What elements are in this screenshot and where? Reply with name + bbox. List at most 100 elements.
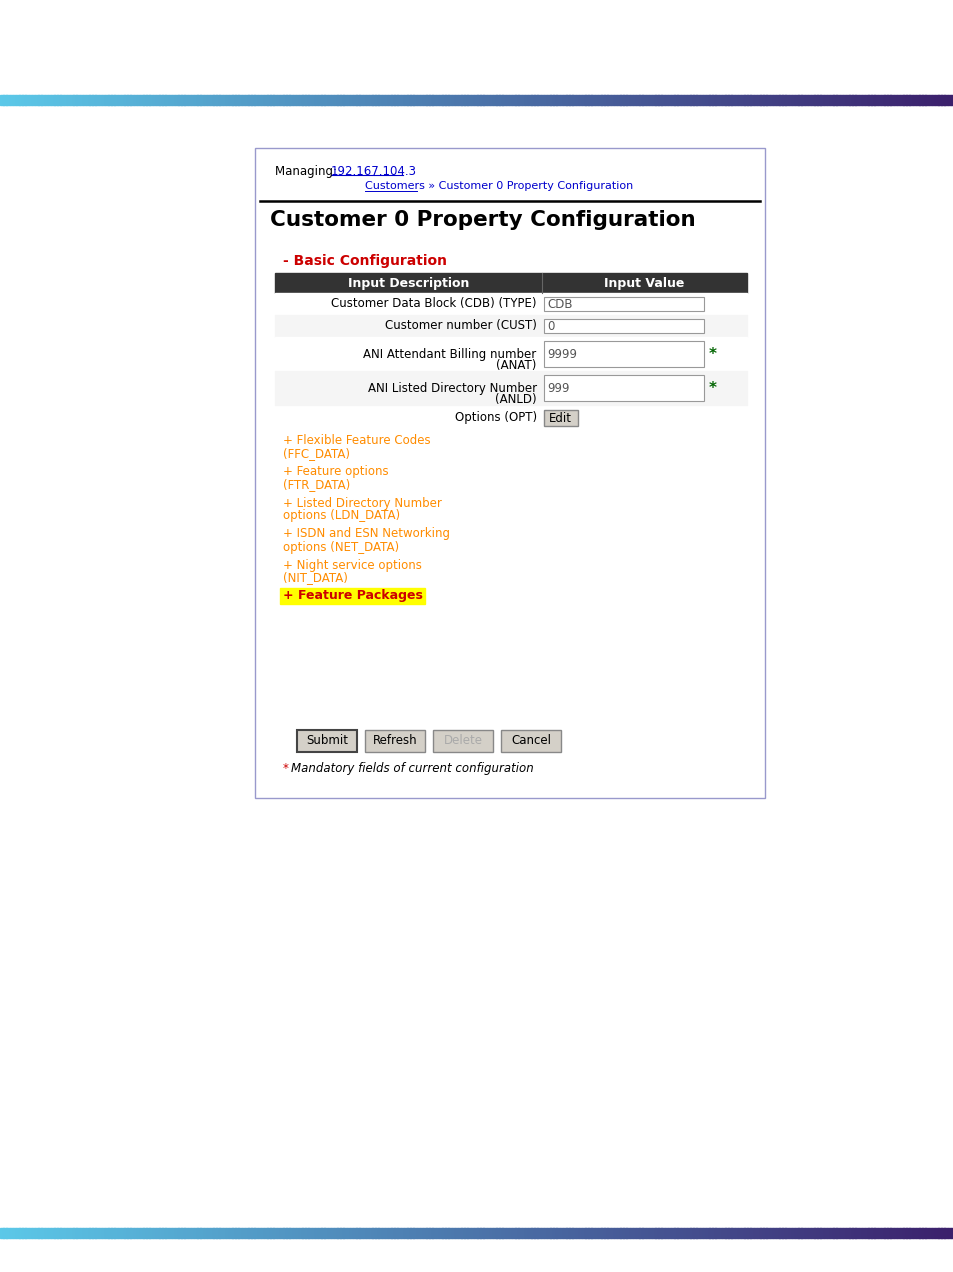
- Bar: [543, 296, 703, 310]
- Bar: [150, 95, 153, 106]
- Bar: [775, 95, 779, 106]
- Bar: [781, 1227, 785, 1238]
- Bar: [416, 1227, 420, 1238]
- Bar: [159, 1227, 163, 1238]
- Text: (FFC_DATA): (FFC_DATA): [283, 448, 350, 460]
- Bar: [416, 95, 420, 106]
- Bar: [174, 95, 178, 106]
- Text: Managing:: Managing:: [274, 165, 340, 178]
- Bar: [0, 95, 4, 106]
- Bar: [394, 95, 397, 106]
- Bar: [248, 95, 252, 106]
- Bar: [622, 95, 626, 106]
- Text: Input Description: Input Description: [347, 276, 469, 290]
- Bar: [858, 95, 862, 106]
- Bar: [165, 1227, 169, 1238]
- Bar: [689, 95, 693, 106]
- Bar: [512, 1227, 516, 1238]
- Bar: [448, 95, 452, 106]
- Bar: [274, 371, 746, 404]
- Bar: [10, 95, 13, 106]
- Bar: [658, 95, 661, 106]
- Bar: [54, 1227, 58, 1238]
- Bar: [12, 1227, 16, 1238]
- Bar: [626, 1227, 630, 1238]
- Bar: [407, 1227, 411, 1238]
- Bar: [543, 1227, 547, 1238]
- Bar: [702, 1227, 706, 1238]
- Bar: [102, 95, 106, 106]
- Bar: [314, 1227, 318, 1238]
- Bar: [660, 1227, 664, 1238]
- Bar: [184, 1227, 188, 1238]
- Bar: [41, 95, 45, 106]
- Bar: [133, 1227, 137, 1238]
- Bar: [12, 95, 16, 106]
- Bar: [918, 1227, 922, 1238]
- Bar: [321, 1227, 325, 1238]
- Bar: [702, 95, 706, 106]
- Bar: [851, 1227, 855, 1238]
- Bar: [610, 95, 614, 106]
- Bar: [870, 95, 874, 106]
- Bar: [572, 95, 576, 106]
- Bar: [550, 95, 554, 106]
- Bar: [174, 1227, 178, 1238]
- Bar: [505, 95, 509, 106]
- Bar: [92, 95, 96, 106]
- Bar: [213, 95, 216, 106]
- Bar: [108, 95, 112, 106]
- Text: Refresh: Refresh: [373, 734, 416, 748]
- Bar: [136, 95, 140, 106]
- Text: Edit: Edit: [549, 412, 572, 425]
- Bar: [203, 95, 207, 106]
- Bar: [877, 95, 881, 106]
- Bar: [422, 95, 426, 106]
- Bar: [750, 95, 754, 106]
- Bar: [493, 1227, 497, 1238]
- Bar: [607, 1227, 611, 1238]
- Bar: [817, 1227, 821, 1238]
- Bar: [839, 95, 842, 106]
- Bar: [546, 1227, 550, 1238]
- Bar: [848, 95, 852, 106]
- Bar: [350, 1227, 354, 1238]
- Bar: [48, 95, 51, 106]
- Bar: [562, 95, 566, 106]
- Bar: [169, 95, 172, 106]
- Bar: [769, 95, 773, 106]
- Bar: [639, 1227, 642, 1238]
- Bar: [822, 95, 826, 106]
- Bar: [92, 1227, 96, 1238]
- Text: Input Value: Input Value: [603, 276, 684, 290]
- Bar: [832, 95, 836, 106]
- Bar: [502, 1227, 506, 1238]
- Text: + Flexible Feature Codes: + Flexible Feature Codes: [283, 435, 430, 448]
- Bar: [16, 1227, 20, 1238]
- Bar: [83, 1227, 87, 1238]
- Bar: [893, 1227, 897, 1238]
- Bar: [238, 95, 242, 106]
- Bar: [543, 341, 703, 368]
- Bar: [457, 95, 461, 106]
- Bar: [791, 95, 795, 106]
- Bar: [346, 1227, 350, 1238]
- Bar: [29, 95, 32, 106]
- Bar: [70, 95, 73, 106]
- Bar: [22, 95, 26, 106]
- Bar: [931, 95, 935, 106]
- Bar: [270, 95, 274, 106]
- Bar: [286, 1227, 290, 1238]
- Bar: [578, 1227, 582, 1238]
- Text: *: *: [283, 762, 293, 775]
- Bar: [289, 1227, 293, 1238]
- Bar: [400, 95, 404, 106]
- Bar: [193, 95, 197, 106]
- Bar: [883, 1227, 887, 1238]
- Bar: [336, 95, 340, 106]
- Bar: [946, 95, 950, 106]
- Bar: [254, 148, 764, 798]
- Bar: [426, 1227, 430, 1238]
- Bar: [603, 1227, 607, 1238]
- Bar: [572, 1227, 576, 1238]
